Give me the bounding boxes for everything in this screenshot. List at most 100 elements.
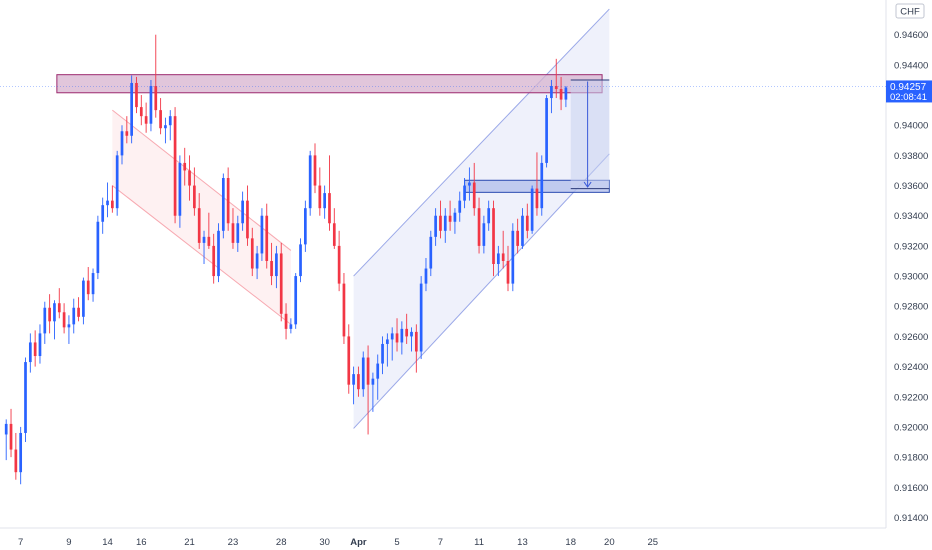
candle: [270, 242, 273, 286]
candle-body: [207, 236, 211, 246]
candle: [366, 345, 370, 435]
time-tick-label: 16: [136, 537, 147, 548]
candle: [525, 203, 529, 239]
candle: [352, 366, 355, 405]
candle-body: [390, 333, 394, 340]
candle: [550, 79, 553, 114]
price-tick-label: 0.91400: [894, 513, 928, 524]
candle: [14, 432, 18, 480]
price-tick-label: 0.92000: [894, 422, 928, 433]
candle-body: [501, 253, 505, 261]
time-axis[interactable]: 7 9 14 16 21 23 28 30 Apr 5 7 11 13 18 20 25: [18, 537, 658, 548]
price-tick-label: 0.91600: [894, 483, 928, 494]
candle: [236, 215, 240, 252]
candle: [9, 408, 13, 458]
time-tick-label: 23: [228, 537, 239, 548]
candle: [482, 215, 486, 254]
time-tick-label: 21: [184, 537, 195, 548]
candle: [106, 182, 109, 218]
candle: [183, 147, 187, 186]
candle: [197, 193, 201, 249]
candle: [304, 200, 307, 252]
candle: [139, 95, 143, 126]
candle-body: [67, 324, 71, 328]
candle-body: [24, 362, 27, 433]
projection-box[interactable]: [570, 79, 610, 189]
candle-body: [14, 449, 18, 473]
candle: [328, 155, 331, 231]
candle: [221, 173, 225, 239]
candle: [390, 327, 394, 361]
candle: [159, 98, 162, 135]
candle: [554, 58, 558, 99]
candle-body: [53, 303, 56, 322]
candle-body: [33, 342, 37, 357]
price-tick-label: 0.92600: [894, 332, 928, 343]
price-tick-label: 0.93200: [894, 241, 928, 252]
candle-body: [106, 200, 109, 206]
resistance-zone[interactable]: [56, 74, 603, 94]
candle-body: [525, 215, 529, 231]
candle-body: [101, 205, 105, 222]
target-arrow-head: [583, 181, 592, 188]
falling-channel-lower-line[interactable]: [112, 185, 292, 325]
candle-body: [318, 185, 322, 209]
candle-body: [453, 212, 457, 222]
candle-body: [270, 260, 273, 277]
candle-body: [424, 268, 428, 284]
candle-body: [554, 85, 558, 90]
candle: [429, 230, 433, 277]
candle-body: [434, 215, 437, 237]
candle-body: [115, 155, 119, 209]
candle: [337, 230, 341, 292]
candle: [564, 85, 568, 108]
candle-body: [48, 307, 51, 322]
candle-body: [250, 238, 254, 269]
price-tick-label: 0.92400: [894, 362, 928, 373]
candle-body: [381, 343, 384, 364]
candle: [535, 152, 539, 216]
candle: [130, 75, 133, 144]
time-tick-label: 30: [319, 537, 330, 548]
candle-body: [458, 200, 462, 213]
time-tick-label: 7: [18, 537, 23, 548]
candle-body: [308, 155, 312, 209]
candle-body: [313, 155, 317, 186]
candle: [48, 294, 51, 334]
candle-body: [120, 131, 124, 156]
candle: [395, 318, 399, 352]
candle: [28, 333, 32, 373]
last-price-countdown: 02:08:41: [890, 92, 927, 103]
projection-drawings[interactable]: [570, 79, 610, 190]
candle-body: [96, 221, 100, 274]
candle: [357, 366, 360, 397]
candle: [458, 191, 462, 222]
candle-body: [332, 223, 336, 246]
candle: [424, 257, 428, 292]
candle-body: [550, 85, 553, 99]
rising-channel-lower-line[interactable]: [353, 153, 610, 429]
candle: [4, 419, 8, 461]
rising-channel-upper-line[interactable]: [353, 8, 610, 277]
candle-body: [506, 260, 510, 284]
candle: [376, 354, 380, 400]
candle-body: [28, 342, 32, 363]
candle-body: [386, 339, 389, 344]
currency-label: CHF: [900, 7, 920, 18]
candle-body: [86, 280, 90, 295]
candle: [308, 150, 312, 216]
candle: [342, 273, 346, 344]
candle-body: [130, 82, 133, 136]
price-axis[interactable]: CHF 0.94600 0.94400 0.94000 0.93800 0.93600 0…: [894, 3, 928, 524]
candle-body: [448, 215, 452, 222]
candle: [33, 330, 37, 367]
price-tick-label: 0.94000: [894, 121, 928, 132]
candle: [260, 208, 264, 261]
candle: [144, 102, 148, 133]
candle: [231, 208, 235, 249]
candle-body: [168, 116, 172, 126]
candle: [410, 327, 413, 352]
candle-body: [443, 215, 447, 231]
